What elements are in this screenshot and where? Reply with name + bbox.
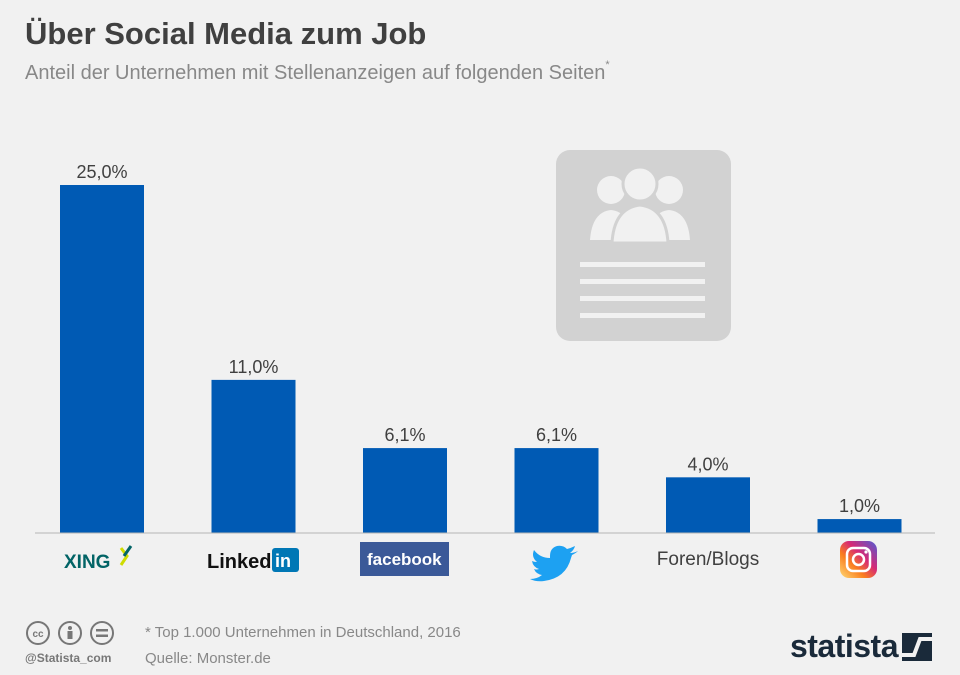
statista-logo[interactable]: statista [790,628,932,665]
svg-text:cc: cc [32,629,44,640]
bar-instagram [817,519,902,533]
bar-linkedin [211,379,296,533]
value-label: 11,0% [229,357,279,377]
subtitle-text: Anteil der Unternehmen mit Stellenanzeig… [25,62,606,84]
footnote: * Top 1.000 Unternehmen in Deutschland, … [145,624,461,641]
creative-commons-icons: cc [26,621,114,645]
facebook-logo-icon: facebook [360,542,449,576]
statista-mark-icon [902,632,932,661]
job-post-illustration-icon [556,150,731,341]
bar-chart: 25,0% 11,0% 6,1% 6,1% 4,0% 1,0% XING Linked i… [35,150,935,582]
attribution-icon [58,621,82,645]
subtitle-footnote-mark: * [605,59,610,72]
bar-facebook [363,448,447,533]
bar-xing [60,185,144,533]
linkedin-logo-icon: Linked in [207,548,299,573]
source-label: Quelle: Monster.de [145,650,271,667]
xing-logo-icon: XING [64,545,133,573]
linkedin-logo-word: Linked [207,551,271,573]
statista-handle: @Statista_com [25,651,112,665]
twitter-bird-icon [530,545,578,582]
cc-icon: cc [26,621,50,645]
category-label-foren-blogs: Foren/Blogs [657,549,759,570]
value-label: 1,0% [839,496,880,516]
chart-title: Über Social Media zum Job [25,16,427,51]
instagram-logo-icon [840,541,877,578]
value-label: 4,0% [687,454,728,474]
facebook-logo-text: facebook [367,550,442,569]
bar-foren-blogs [666,477,750,533]
value-labels-group: 25,0% 11,0% 6,1% 6,1% 4,0% 1,0% [76,162,880,516]
xing-logo-text: XING [64,552,110,573]
value-label: 6,1% [384,425,425,445]
linkedin-logo-in: in [275,551,291,571]
bar-twitter [514,448,599,533]
bars-group [60,185,902,533]
value-label: 6,1% [536,425,577,445]
no-derivatives-icon [90,621,114,645]
chart-subtitle: Anteil der Unternehmen mit Stellenanzeig… [25,59,610,85]
value-label: 25,0% [76,162,127,182]
statista-wordmark: statista [789,628,899,664]
